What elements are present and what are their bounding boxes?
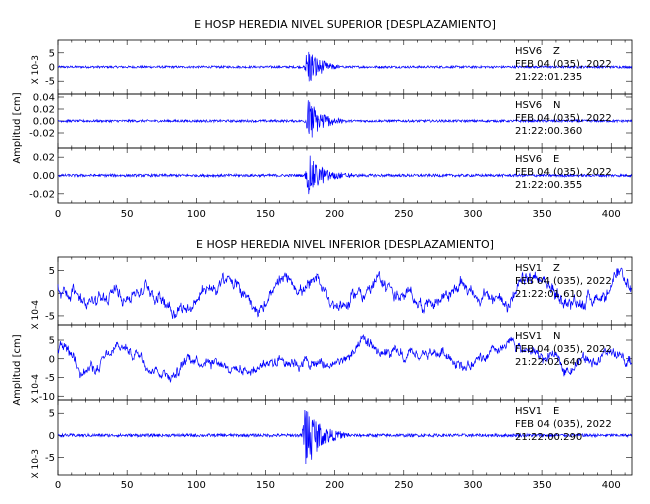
x-tick-label: 350 — [533, 209, 552, 220]
y-tick-label: 0.00 — [33, 171, 55, 182]
record-time: 21:22:00.360 — [515, 126, 582, 137]
component-label: E — [553, 154, 559, 165]
y-tick-label: 0.02 — [33, 153, 55, 164]
x-tick-label: 400 — [602, 480, 621, 491]
y-tick-label: 5 — [49, 266, 55, 277]
y-tick-label: 0 — [49, 289, 55, 300]
scale-label: X 10-3 — [31, 55, 41, 84]
waveform-trace-hsv6-z — [57, 51, 633, 82]
station-name: HSV6 — [515, 100, 542, 111]
x-tick-label: 150 — [256, 209, 275, 220]
x-tick-label: 350 — [533, 480, 552, 491]
station-annotation: HSV1 Z FEB 04 (035), 2022 21:22:01.610 — [515, 263, 612, 300]
waveform-trace-hsv1-e — [57, 409, 633, 465]
y-tick-label: 0.00 — [33, 117, 55, 128]
x-tick-label: 300 — [463, 209, 482, 220]
x-tick-label: 250 — [394, 480, 413, 491]
x-tick-label: 50 — [121, 480, 134, 491]
y-tick-label: -5 — [45, 373, 55, 384]
station-annotation: HSV1 N FEB 04 (035), 2022 21:22:02.640 — [515, 331, 612, 368]
station-annotation: HSV6 E FEB 04 (035), 2022 21:22:00.355 — [515, 154, 612, 191]
scale-label: X 10-4 — [31, 374, 41, 404]
y-tick-label: 0 — [49, 63, 55, 74]
scale-label: X 10-4 — [31, 300, 41, 330]
record-time: 21:22:00.290 — [515, 432, 582, 443]
record-date: FEB 04 (035), 2022 — [515, 344, 612, 355]
component-label: N — [553, 331, 560, 342]
panel-frame — [57, 399, 633, 476]
y-tick-label: -5 — [45, 311, 55, 322]
y-tick-label: 0.04 — [33, 93, 55, 104]
station-annotation: HSV6 Z FEB 04 (035), 2022 21:22:01.235 — [515, 46, 612, 83]
station-name: HSV1 — [515, 331, 542, 342]
x-tick-label: 200 — [325, 480, 344, 491]
x-tick-label: 300 — [463, 480, 482, 491]
x-tick-label: 400 — [602, 209, 621, 220]
component-label: Z — [553, 263, 560, 274]
y-tick-label: -0.02 — [29, 189, 55, 200]
station-annotation: HSV1 E FEB 04 (035), 2022 21:22:00.290 — [515, 406, 612, 443]
x-tick-label: 0 — [55, 209, 61, 220]
y-axis-label-0: Amplitud [cm] — [12, 92, 23, 163]
record-time: 21:22:01.235 — [515, 72, 582, 83]
station-name: HSV1 — [515, 263, 542, 274]
station-annotation: HSV6 N FEB 04 (035), 2022 21:22:00.360 — [515, 100, 612, 137]
component-label: N — [553, 100, 560, 111]
x-tick-label: 200 — [325, 209, 344, 220]
record-date: FEB 04 (035), 2022 — [515, 59, 612, 70]
x-tick-label: 250 — [394, 209, 413, 220]
y-axis-label-1: Amplitud [cm] — [12, 334, 23, 405]
x-tick-label: 50 — [121, 209, 134, 220]
chart-title-1: E HOSP HEREDIA NIVEL INFERIOR [DESPLAZAM… — [196, 238, 494, 251]
y-tick-label: -10 — [39, 392, 55, 403]
y-tick-label: 0 — [49, 431, 55, 442]
record-date: FEB 04 (035), 2022 — [515, 419, 612, 430]
y-tick-label: -0.02 — [29, 129, 55, 140]
station-name: HSV1 — [515, 406, 542, 417]
record-time: 21:22:00.355 — [515, 180, 582, 191]
station-name: HSV6 — [515, 154, 542, 165]
x-tick-label: 150 — [256, 480, 275, 491]
y-tick-label: -5 — [45, 77, 55, 88]
y-tick-label: -5 — [45, 453, 55, 464]
record-time: 21:22:02.640 — [515, 357, 582, 368]
y-tick-label: 5 — [49, 409, 55, 420]
record-date: FEB 04 (035), 2022 — [515, 276, 612, 287]
y-tick-label: 0 — [49, 354, 55, 365]
y-tick-label: 5 — [49, 48, 55, 59]
chart-title-0: E HOSP HEREDIA NIVEL SUPERIOR [DESPLAZAM… — [194, 18, 496, 31]
waveform-trace-hsv6-e — [57, 155, 633, 195]
x-tick-label: 100 — [187, 480, 206, 491]
waveform-trace-hsv1-n — [57, 333, 632, 384]
record-time: 21:22:01.610 — [515, 289, 582, 300]
record-date: FEB 04 (035), 2022 — [515, 167, 612, 178]
component-label: E — [553, 406, 559, 417]
component-label: Z — [553, 46, 560, 57]
waveform-trace-hsv6-n — [57, 100, 633, 138]
record-date: FEB 04 (035), 2022 — [515, 113, 612, 124]
x-tick-label: 0 — [55, 480, 61, 491]
x-tick-label: 100 — [187, 209, 206, 220]
y-tick-label: 0.02 — [33, 105, 55, 116]
waveform-trace-hsv1-z — [57, 267, 632, 319]
station-name: HSV6 — [515, 46, 542, 57]
y-tick-label: 5 — [49, 336, 55, 347]
scale-label: X 10-3 — [31, 449, 41, 478]
